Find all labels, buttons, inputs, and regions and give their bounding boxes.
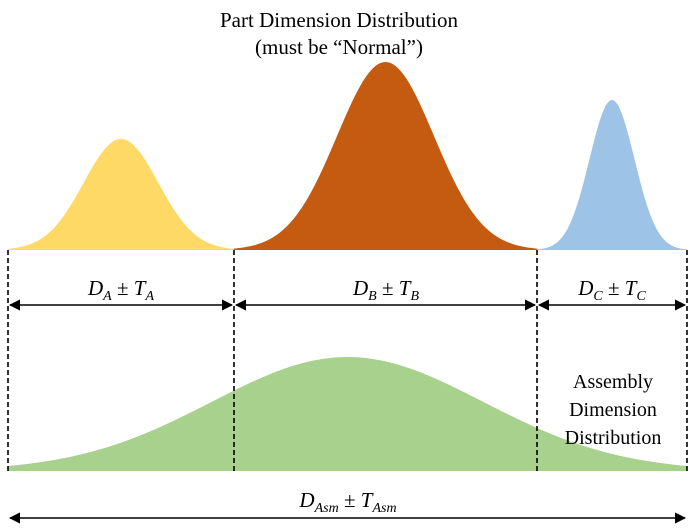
part-a-plusminus: ± <box>112 276 134 300</box>
part-c-label: DC ± TC <box>577 276 646 304</box>
part-b-dim-subscript: B <box>368 289 377 304</box>
assembly-dim-subscript: Asm <box>314 501 339 516</box>
part-a-tol-symbol: T <box>134 276 147 300</box>
diagram-title-line1: Part Dimension Distribution <box>220 8 458 32</box>
part-b-tol-symbol: T <box>399 276 412 300</box>
part-c-plusminus: ± <box>603 276 625 300</box>
part-b-tol-subscript: B <box>410 289 419 304</box>
assembly-dim-symbol: D <box>298 488 314 512</box>
assembly-caption-line2: Dimension <box>569 399 657 421</box>
part-b-label: DB ± TB <box>352 276 419 304</box>
assembly-caption-line3: Distribution <box>565 427 662 449</box>
assembly-tol-subscript: Asm <box>371 501 396 516</box>
boundary-dashed-lines <box>7 250 688 471</box>
assembly-plusminus: ± <box>339 488 361 512</box>
part-b-plusminus: ± <box>377 276 399 300</box>
part-b-distribution-curve <box>234 62 537 250</box>
part-c-dim-symbol: D <box>577 276 593 300</box>
diagram-title-line2: (must be “Normal”) <box>255 35 423 59</box>
part-a-dim-symbol: D <box>87 276 103 300</box>
part-c-tol-symbol: T <box>625 276 638 300</box>
assembly-label: DAsm ± TAsm <box>298 488 396 516</box>
assembly-tol-symbol: T <box>361 488 374 512</box>
part-a-label: DA ± TA <box>87 276 154 304</box>
part-a-tol-subscript: A <box>144 289 154 304</box>
part-b-dim-symbol: D <box>352 276 368 300</box>
part-c-distribution-curve <box>537 100 687 250</box>
assembly-distribution-curve <box>8 357 687 471</box>
part-a-dim-subscript: A <box>102 289 112 304</box>
part-c-tol-subscript: C <box>636 289 646 304</box>
assembly-caption-line1: Assembly <box>573 371 653 393</box>
part-a-distribution-curve <box>8 139 234 250</box>
part-c-dim-subscript: C <box>593 289 603 304</box>
